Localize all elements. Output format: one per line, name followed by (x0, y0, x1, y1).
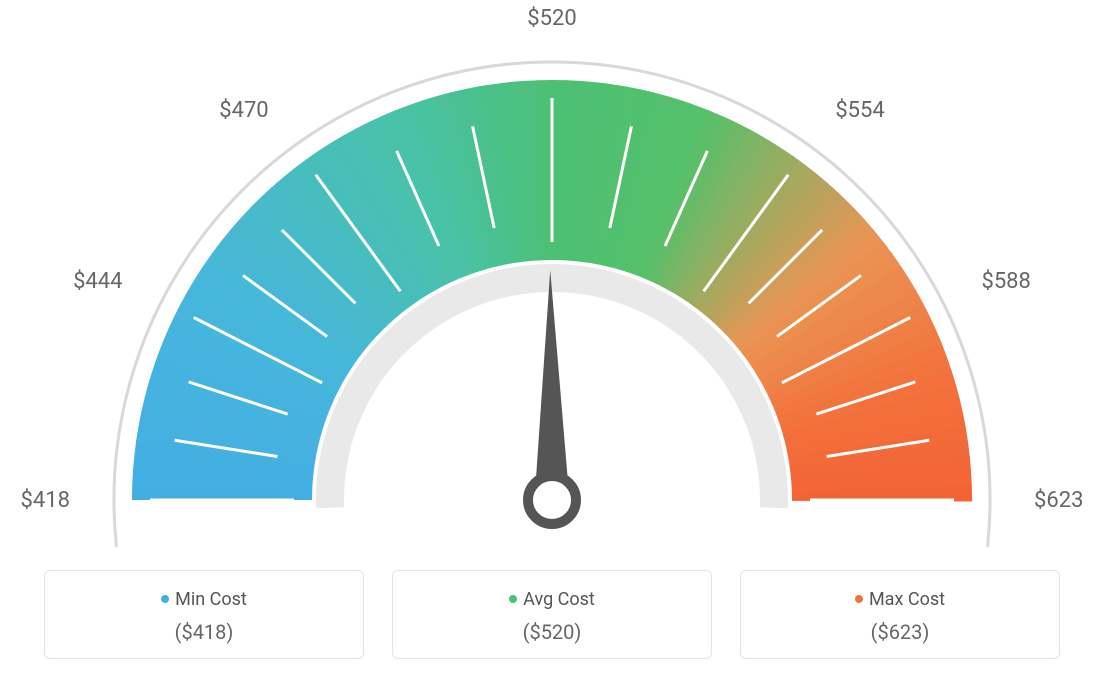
legend-value-max: ($623) (753, 620, 1047, 644)
legend-card-min: Min Cost ($418) (44, 570, 364, 659)
legend-label-min: Min Cost (175, 589, 247, 610)
legend-title-min: Min Cost (57, 589, 351, 610)
legend-title-max: Max Cost (753, 589, 1047, 610)
svg-text:$623: $623 (1034, 488, 1083, 513)
legend-value-min: ($418) (57, 620, 351, 644)
svg-text:$418: $418 (21, 488, 70, 513)
legend-dot-avg (509, 595, 517, 603)
legend-card-max: Max Cost ($623) (740, 570, 1060, 659)
legend-value-avg: ($520) (405, 620, 699, 644)
legend-dot-max (855, 595, 863, 603)
legend-card-avg: Avg Cost ($520) (392, 570, 712, 659)
legend-label-avg: Avg Cost (523, 589, 595, 610)
svg-text:$520: $520 (527, 6, 576, 31)
svg-text:$444: $444 (73, 269, 122, 294)
legend-title-avg: Avg Cost (405, 589, 699, 610)
svg-text:$470: $470 (219, 98, 268, 123)
legend-dot-min (161, 595, 169, 603)
legend-label-max: Max Cost (869, 589, 945, 610)
gauge-svg: $418 $444 $470 $520 $554 $588 $623 (0, 0, 1104, 560)
legend-row: Min Cost ($418) Avg Cost ($520) Max Cost… (0, 570, 1104, 659)
svg-text:$588: $588 (981, 269, 1030, 294)
svg-text:$554: $554 (835, 98, 884, 123)
gauge-chart: $418 $444 $470 $520 $554 $588 $623 (0, 0, 1104, 560)
